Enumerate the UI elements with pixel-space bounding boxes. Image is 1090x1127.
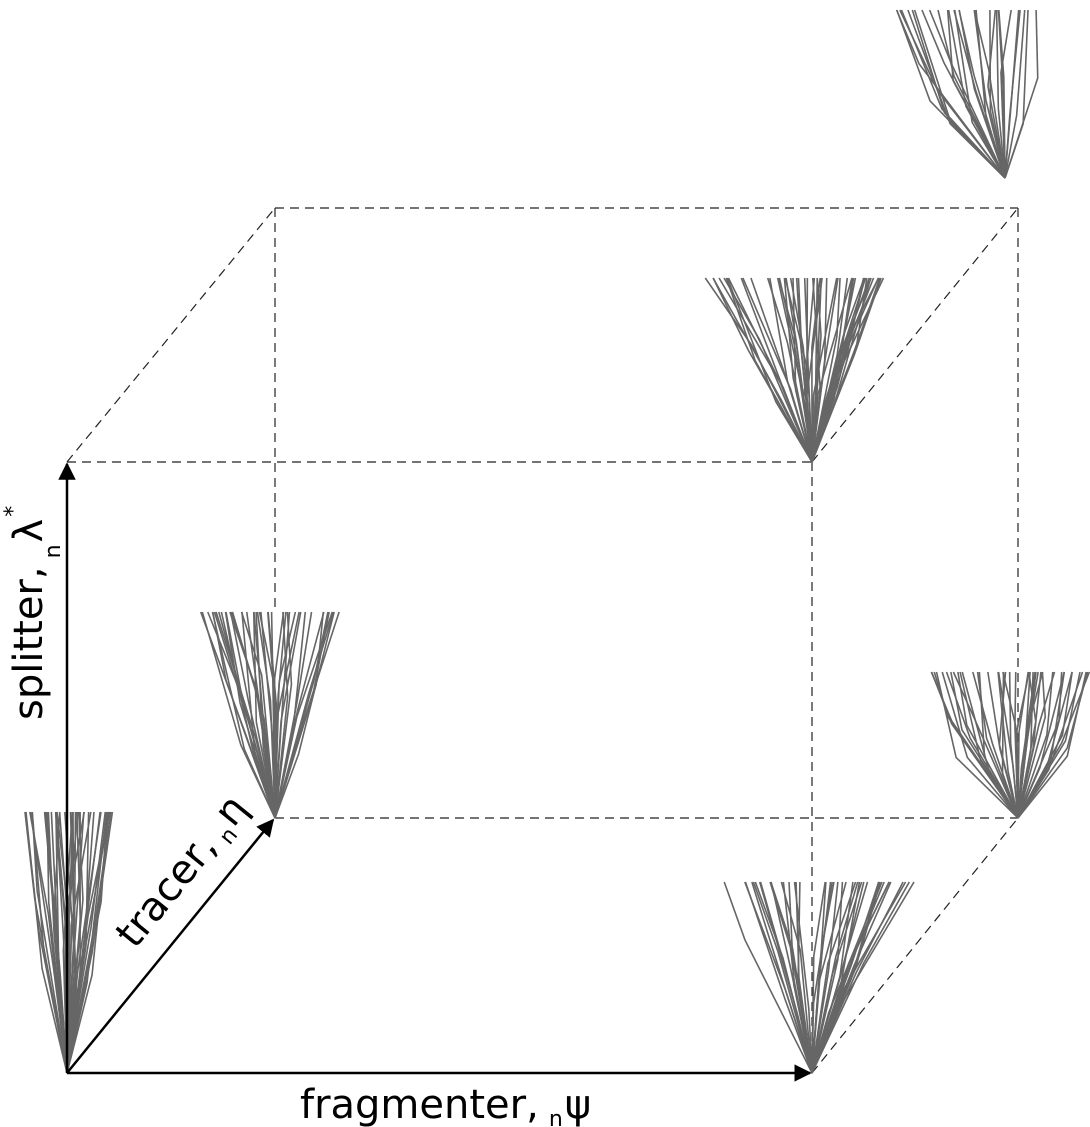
z-axis-label: tracer,nη bbox=[107, 786, 260, 959]
tree bbox=[897, 10, 1038, 178]
branch bbox=[938, 10, 1005, 178]
trees bbox=[25, 10, 1089, 1073]
subscript: n bbox=[549, 1107, 563, 1127]
symbol: η bbox=[205, 786, 257, 835]
label-text: splitter, bbox=[6, 566, 52, 720]
y-axis-label: splitter, nλ * bbox=[1, 506, 66, 720]
branch bbox=[1005, 10, 1025, 178]
symbol: λ bbox=[6, 519, 52, 543]
label-text: tracer, bbox=[107, 824, 226, 956]
diagram: fragmenter,nψ tracer,nη splitter,nλ* bbox=[0, 0, 1090, 1127]
superscript: * bbox=[1, 506, 26, 517]
edge bbox=[67, 208, 275, 462]
label-text: fragmenter, bbox=[300, 1082, 539, 1127]
tree bbox=[724, 882, 914, 1073]
symbol: ψ bbox=[565, 1082, 591, 1127]
axes bbox=[67, 464, 810, 1073]
x-axis-label: fragmenter, nψ bbox=[300, 1082, 591, 1127]
tree bbox=[931, 672, 1089, 818]
edge bbox=[812, 818, 1018, 1073]
tree bbox=[705, 278, 883, 462]
subscript: n bbox=[41, 544, 66, 558]
